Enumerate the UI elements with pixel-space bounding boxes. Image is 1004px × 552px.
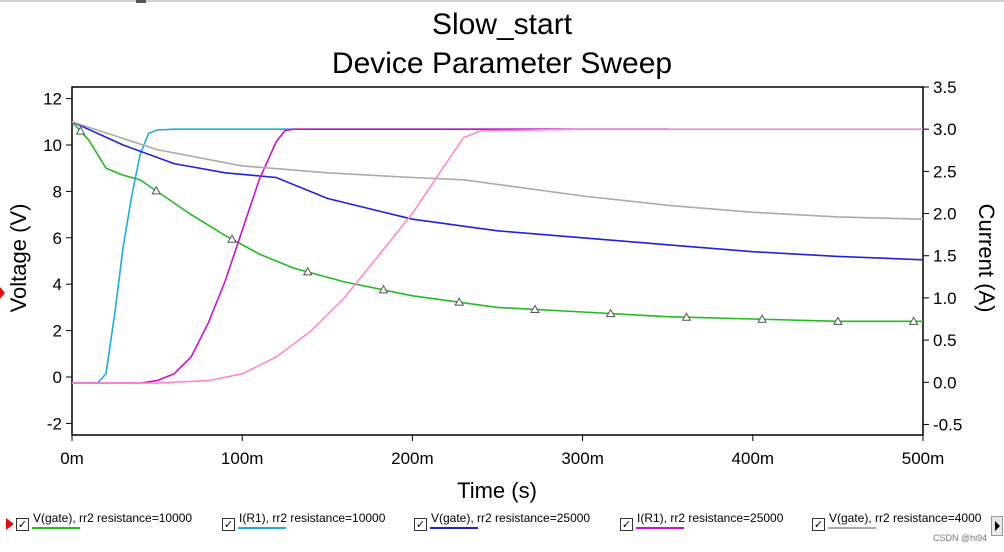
y2-axis-label: Current (A) <box>974 204 999 313</box>
series-marker <box>454 297 465 306</box>
series-marker <box>681 312 692 321</box>
watermark: CSDN @hi94 <box>933 533 988 543</box>
y2-tick-label: 2.5 <box>933 162 957 181</box>
legend-item-ir1-25000[interactable]: ✓ I(R1), rr2 resistance=25000 <box>620 508 800 538</box>
y2-tick-label: 0.0 <box>933 373 957 392</box>
legend-checkbox-icon[interactable]: ✓ <box>414 518 427 531</box>
selection-marker-icon[interactable] <box>0 287 5 299</box>
y2-tick-label: -0.5 <box>933 415 962 434</box>
series-line-3 <box>72 128 668 384</box>
series-marker <box>908 316 919 325</box>
legend-label: I(R1), rr2 resistance=25000 <box>637 511 784 525</box>
window-top-border <box>0 0 1004 2</box>
y-axis-label: Voltage (V) <box>6 204 31 313</box>
y-tick-label: 0 <box>53 368 62 387</box>
legend-swatch <box>828 527 876 529</box>
legend-checkbox-icon[interactable]: ✓ <box>620 518 633 531</box>
legend-checkbox-icon[interactable]: ✓ <box>812 518 825 531</box>
legend-scroll-button[interactable] <box>991 516 1003 536</box>
y-tick-label: -2 <box>47 414 62 433</box>
x-axis-label: Time (s) <box>457 478 537 503</box>
series-line-5 <box>72 128 923 384</box>
y-tick-label: 6 <box>53 229 62 248</box>
legend-swatch <box>430 527 478 529</box>
series-lines <box>71 121 924 384</box>
legend-swatch <box>238 527 286 529</box>
legend-label: V(gate), rr2 resistance=10000 <box>33 511 193 525</box>
legend-item-vgate-40000[interactable]: ✓ V(gate), rr2 resistance=4000 <box>812 508 990 538</box>
series-marker <box>151 185 162 195</box>
y2-tick-label: 2.0 <box>933 205 957 224</box>
scroll-right-icon <box>995 521 1000 531</box>
y2-tick-label: 3.5 <box>933 78 957 97</box>
axis-ticks: 0m 100m 200m 300m 400m 500m 12 10 8 6 4 2 0 -2 3.5 3.0 2… <box>43 78 962 468</box>
legend-label: I(R1), rr2 resistance=10000 <box>239 511 386 525</box>
x-tick-label: 0m <box>60 449 84 468</box>
series-line-1 <box>72 128 668 384</box>
series-marker <box>378 284 389 294</box>
legend-checkbox-icon[interactable]: ✓ <box>222 518 235 531</box>
legend-item-ir1-10000[interactable]: ✓ I(R1), rr2 resistance=10000 <box>222 508 402 538</box>
series-marker <box>75 126 86 135</box>
series-line-2 <box>71 121 924 261</box>
legend-label: V(gate), rr2 resistance=4000 <box>829 511 982 525</box>
series-marker <box>227 234 237 243</box>
window-top-handle <box>136 0 146 3</box>
series-marker <box>302 266 313 276</box>
series-line-4 <box>71 121 924 220</box>
legend-checkbox-icon[interactable]: ✓ <box>16 518 29 531</box>
legend-label: V(gate), rr2 resistance=25000 <box>431 511 591 525</box>
legend-item-vgate-10000[interactable]: ✓ V(gate), rr2 resistance=10000 <box>16 508 206 538</box>
legend: ✓ V(gate), rr2 resistance=10000 ✓ I(R1),… <box>0 506 1004 552</box>
x-tick-label: 100m <box>221 449 264 468</box>
plot-area-frame <box>71 86 924 436</box>
chart-title: Slow_start <box>432 8 573 41</box>
x-tick-label: 300m <box>561 449 604 468</box>
series-marker <box>833 316 843 325</box>
legend-swatch <box>32 527 80 529</box>
y-tick-label: 2 <box>53 322 62 341</box>
chart-subtitle: Device Parameter Sweep <box>332 47 672 80</box>
y-tick-label: 8 <box>53 182 62 201</box>
x-tick-label: 500m <box>902 449 945 468</box>
legend-selected-arrow-icon <box>6 518 14 530</box>
series-marker <box>757 314 768 323</box>
legend-swatch <box>636 527 684 529</box>
y-tick-label: 12 <box>43 90 62 109</box>
y2-tick-label: 3.0 <box>933 120 957 139</box>
legend-item-vgate-25000[interactable]: ✓ V(gate), rr2 resistance=25000 <box>414 508 604 538</box>
series-marker <box>605 308 616 318</box>
chart: Slow_start Device Parameter Sweep 0m 100m… <box>6 8 999 503</box>
y2-tick-label: 1.0 <box>933 289 957 308</box>
y-tick-label: 4 <box>53 275 62 294</box>
y2-tick-label: 0.5 <box>933 331 957 350</box>
y2-tick-label: 1.5 <box>933 247 957 266</box>
x-tick-label: 400m <box>732 449 775 468</box>
series-marker <box>530 304 540 313</box>
series-line-0 <box>71 121 923 323</box>
y-tick-label: 10 <box>43 136 62 155</box>
x-tick-label: 200m <box>391 449 434 468</box>
